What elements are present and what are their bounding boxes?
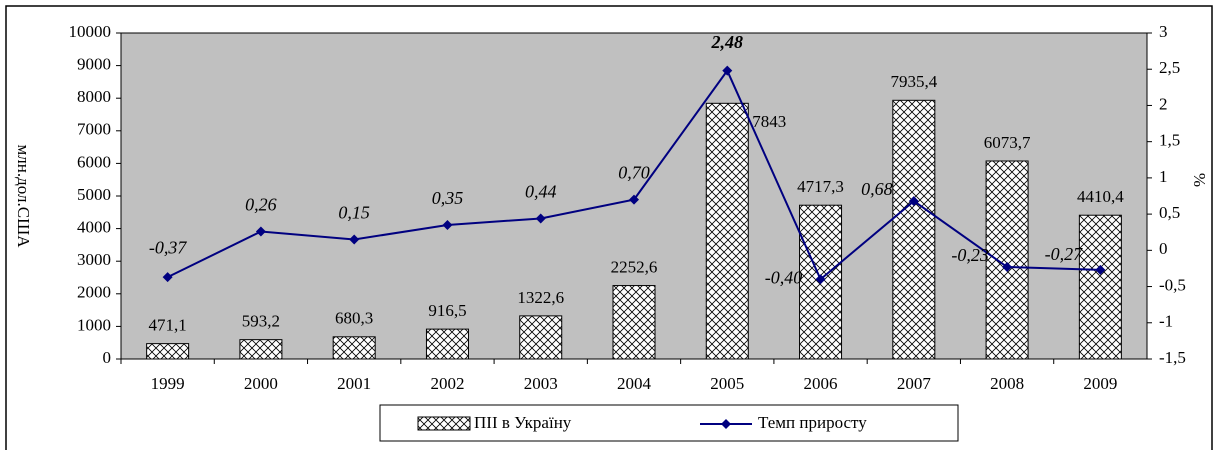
- line-value-label: 0,68: [861, 179, 893, 199]
- bar: [332, 336, 376, 360]
- line-value-label: -0,40: [765, 267, 803, 287]
- marker: [908, 196, 919, 207]
- y2-tick-label: -0,5: [1159, 275, 1186, 294]
- legend-label: Темп приросту: [758, 413, 867, 432]
- y2-tick-label: 3: [1159, 22, 1168, 41]
- bar: [705, 102, 749, 360]
- y-tick-label: 0: [103, 348, 112, 367]
- line-value-label: -0,27: [1045, 244, 1083, 264]
- y-axis-label: млн.дол.США: [14, 144, 33, 248]
- marker: [722, 65, 733, 76]
- y2-axis-label: %: [1190, 173, 1209, 187]
- y-tick-label: 4000: [77, 218, 111, 237]
- marker: [1095, 264, 1106, 275]
- y-tick-label: 7000: [77, 120, 111, 139]
- bar-value-label: 2252,6: [611, 257, 658, 276]
- legend: [379, 404, 959, 442]
- y2-tick-label: 2,5: [1159, 58, 1180, 77]
- frame: [5, 5, 1213, 450]
- x-tick-label: 2007: [897, 374, 932, 393]
- marker: [349, 234, 360, 245]
- y-tick-label: 6000: [77, 152, 111, 171]
- bar: [519, 315, 563, 360]
- x-tick-label: 2000: [244, 374, 278, 393]
- bar-value-label: 7935,4: [890, 72, 937, 91]
- bar-value-label: 471,1: [149, 316, 187, 335]
- line-value-label: 0,70: [618, 163, 650, 183]
- line-value-label: 2,48: [711, 32, 744, 52]
- marker: [629, 194, 639, 205]
- bar: [612, 285, 656, 360]
- marker: [162, 272, 173, 283]
- line-value-label: 0,35: [432, 188, 464, 208]
- bar-value-label: 916,5: [428, 301, 466, 320]
- bar: [892, 99, 936, 360]
- line-value-label: 0,44: [525, 182, 557, 202]
- bar: [425, 328, 469, 360]
- marker: [255, 226, 266, 237]
- bar-value-label: 7843: [752, 112, 786, 131]
- x-tick-label: 2008: [990, 374, 1024, 393]
- marker: [815, 274, 826, 285]
- y-tick-label: 8000: [77, 87, 111, 106]
- bar-value-label: 6073,7: [984, 133, 1031, 152]
- x-tick-label: 2001: [337, 374, 371, 393]
- y2-tick-label: 0,5: [1159, 203, 1180, 222]
- x-tick-label: 2004: [617, 374, 652, 393]
- x-tick-label: 2009: [1083, 374, 1117, 393]
- bar: [985, 160, 1029, 360]
- bar: [146, 343, 190, 360]
- bar-value-label: 4717,3: [797, 177, 844, 196]
- y-tick-label: 2000: [77, 283, 111, 302]
- bar-value-label: 680,3: [335, 309, 373, 328]
- y-tick-label: 9000: [77, 55, 111, 74]
- bar-value-label: 1322,6: [517, 288, 564, 307]
- bar-value-label: 593,2: [242, 312, 280, 331]
- y2-tick-label: -1: [1159, 312, 1173, 331]
- y2-tick-label: -1,5: [1159, 348, 1186, 367]
- marker: [1002, 261, 1013, 272]
- x-tick-label: 2002: [430, 374, 464, 393]
- bar-value-label: 4410,4: [1077, 187, 1124, 206]
- legend-swatch: [417, 416, 471, 431]
- x-tick-label: 2006: [804, 374, 838, 393]
- line-value-label: 0,15: [338, 203, 370, 223]
- legend-label: ПІІ в Україну: [474, 413, 572, 432]
- y-tick-label: 5000: [77, 185, 111, 204]
- bar: [1078, 214, 1122, 360]
- y2-tick-label: 2: [1159, 94, 1168, 113]
- line-value-label: -0,37: [149, 237, 187, 257]
- y2-tick-label: 1: [1159, 167, 1168, 186]
- x-tick-label: 2005: [710, 374, 744, 393]
- y-tick-label: 1000: [77, 315, 111, 334]
- y-tick-label: 3000: [77, 250, 111, 269]
- line-value-label: -0,23: [951, 245, 989, 265]
- y2-tick-label: 0: [1159, 239, 1168, 258]
- y2-tick-label: 1,5: [1159, 131, 1180, 150]
- legend-marker: [721, 419, 731, 429]
- x-tick-label: 1999: [151, 374, 185, 393]
- bar: [239, 339, 283, 360]
- line-value-label: 0,26: [245, 195, 277, 215]
- marker: [442, 219, 453, 230]
- y-tick-label: 10000: [69, 22, 112, 41]
- marker: [535, 213, 546, 224]
- x-tick-label: 2003: [524, 374, 558, 393]
